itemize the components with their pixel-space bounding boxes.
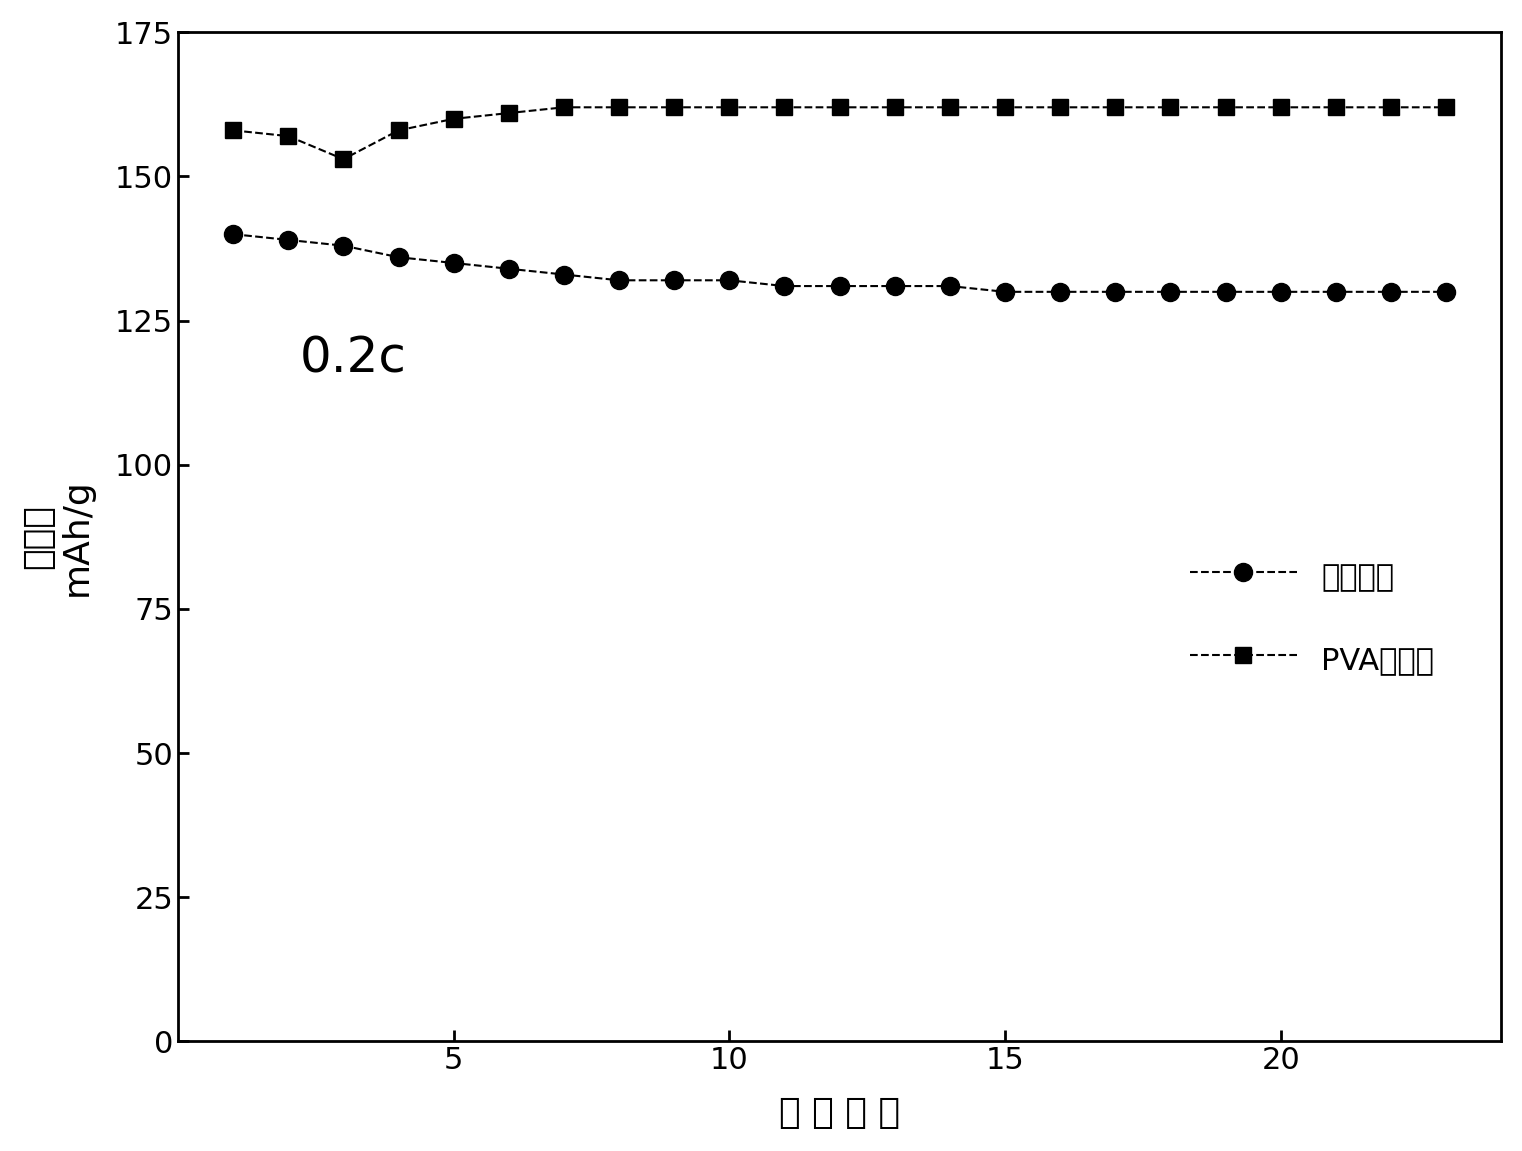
- PVA碳包覆: [1382, 100, 1400, 114]
- PVA碳包覆: [1437, 100, 1455, 114]
- 无碳包覆: [610, 274, 629, 288]
- 无碳包覆: [279, 233, 297, 246]
- 无碳包覆: [886, 280, 904, 294]
- PVA碳包覆: [390, 123, 408, 137]
- PVA碳包覆: [1161, 100, 1180, 114]
- 无碳包覆: [775, 280, 793, 294]
- 无碳包覆: [720, 274, 738, 288]
- PVA碳包覆: [556, 100, 574, 114]
- PVA碳包覆: [610, 100, 629, 114]
- PVA碳包覆: [224, 123, 242, 137]
- 无碳包覆: [224, 227, 242, 241]
- PVA碳包覆: [941, 100, 959, 114]
- PVA碳包覆: [995, 100, 1014, 114]
- PVA碳包覆: [444, 112, 463, 125]
- Line: PVA碳包覆: PVA碳包覆: [225, 100, 1454, 167]
- 无碳包覆: [556, 268, 574, 282]
- 无碳包覆: [1437, 285, 1455, 299]
- 无碳包覆: [1161, 285, 1180, 299]
- PVA碳包覆: [775, 100, 793, 114]
- 无碳包覆: [335, 238, 353, 252]
- 无碳包覆: [1216, 285, 1234, 299]
- PVA碳包覆: [831, 100, 849, 114]
- PVA碳包覆: [720, 100, 738, 114]
- 无碳包覆: [995, 285, 1014, 299]
- PVA碳包覆: [499, 106, 517, 120]
- Legend: 无碳包覆, PVA碳包覆: 无碳包覆, PVA碳包覆: [1178, 546, 1446, 691]
- 无碳包覆: [1106, 285, 1125, 299]
- 无碳包覆: [1052, 285, 1070, 299]
- PVA碳包覆: [886, 100, 904, 114]
- X-axis label: 循 环 次 数: 循 环 次 数: [779, 1096, 900, 1130]
- 无碳包覆: [831, 280, 849, 294]
- PVA碳包覆: [335, 152, 353, 166]
- PVA碳包覆: [1271, 100, 1289, 114]
- 无碳包覆: [941, 280, 959, 294]
- PVA碳包覆: [665, 100, 683, 114]
- PVA碳包覆: [1052, 100, 1070, 114]
- Y-axis label: 比容量
mAh/g: 比容量 mAh/g: [21, 478, 94, 596]
- Line: 无碳包覆: 无碳包覆: [224, 226, 1455, 300]
- 无碳包覆: [499, 262, 517, 276]
- PVA碳包覆: [1327, 100, 1345, 114]
- 无碳包覆: [390, 250, 408, 264]
- 无碳包覆: [444, 256, 463, 269]
- PVA碳包覆: [1216, 100, 1234, 114]
- Text: 0.2c: 0.2c: [300, 335, 406, 382]
- 无碳包覆: [665, 274, 683, 288]
- 无碳包覆: [1382, 285, 1400, 299]
- 无碳包覆: [1327, 285, 1345, 299]
- PVA碳包覆: [1106, 100, 1125, 114]
- 无碳包覆: [1271, 285, 1289, 299]
- PVA碳包覆: [279, 129, 297, 143]
